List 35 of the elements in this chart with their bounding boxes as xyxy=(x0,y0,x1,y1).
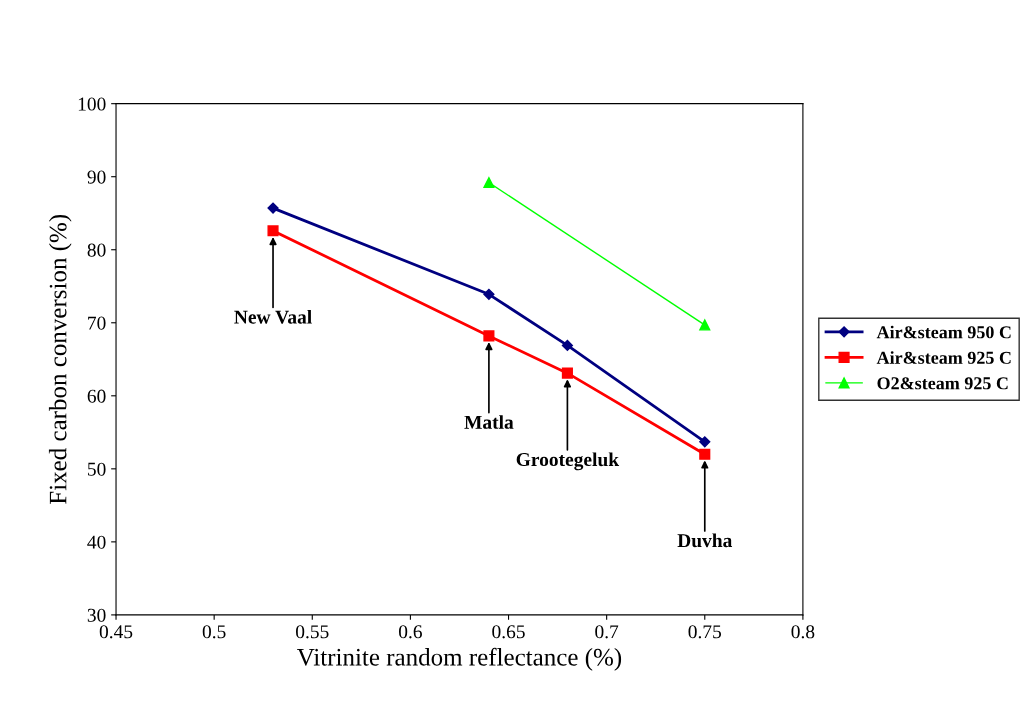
point xyxy=(483,176,495,189)
point xyxy=(561,339,574,352)
x-tick-label: 0.5 xyxy=(202,625,226,639)
x-tick-label: 0.6 xyxy=(398,625,422,639)
point xyxy=(267,225,279,237)
y-tick-label: 90 xyxy=(87,170,106,184)
point xyxy=(267,202,279,214)
x-axis-title: Vitrinite random reflectance (%) xyxy=(297,647,622,671)
x-tick-label: 0.8 xyxy=(791,625,815,639)
x-tick-label: 0.45 xyxy=(99,625,133,639)
point xyxy=(483,330,495,342)
y-tick-label: 100 xyxy=(78,97,106,111)
legend-label: O2&steam 925 C xyxy=(877,377,1008,390)
point xyxy=(561,367,573,379)
y-tick-label: 30 xyxy=(87,608,106,622)
point xyxy=(483,288,495,300)
legend-label: Air&steam 950 C xyxy=(876,325,1011,339)
annotation: Grootegeluk xyxy=(516,452,620,471)
y-tick-label: 60 xyxy=(87,389,106,403)
annotation: Duvha xyxy=(677,533,733,548)
x-tick-label: 0.55 xyxy=(296,625,329,639)
point xyxy=(699,436,711,448)
annotation: Matla xyxy=(464,415,514,429)
y-tick-label: 50 xyxy=(88,462,106,476)
y-axis-title: Fixed carbon conversion (%) xyxy=(48,214,72,505)
point xyxy=(699,448,711,460)
x-tick-label: 0.65 xyxy=(492,625,525,639)
annotation: New Vaal xyxy=(234,309,312,324)
y-tick-label: 40 xyxy=(87,535,106,549)
point xyxy=(699,319,711,331)
y-tick-label: 70 xyxy=(88,316,106,330)
x-tick-label: 0.7 xyxy=(595,625,619,639)
legend-label: Air&steam 925 C xyxy=(876,351,1011,364)
x-tick-label: 0.75 xyxy=(688,625,722,639)
y-tick-label: 80 xyxy=(87,243,106,257)
